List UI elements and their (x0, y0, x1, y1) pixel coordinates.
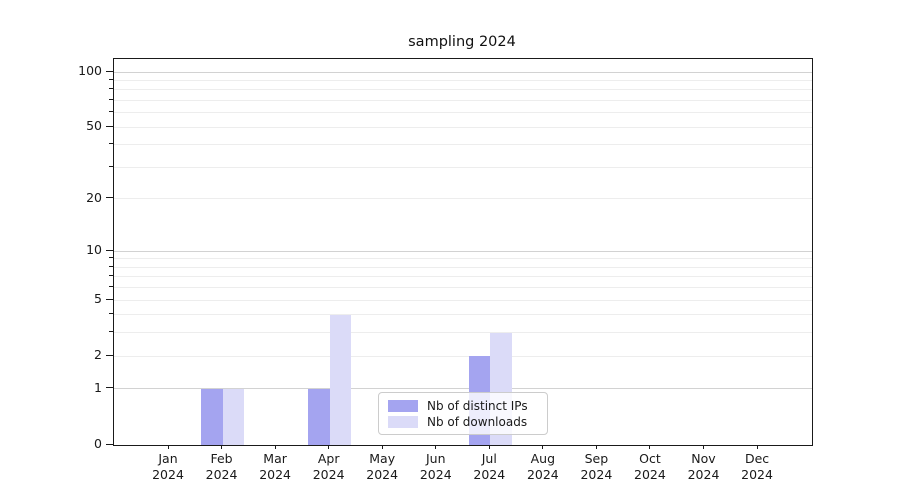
x-tick-mark-may (381, 445, 383, 449)
x-tick-label-mar: Mar 2024 (259, 451, 291, 482)
y-minor-tick-mark-40 (109, 143, 113, 145)
legend-item-distinct-ips: Nb of distinct IPs (388, 398, 538, 413)
y-tick-mark-5 (106, 298, 113, 300)
y-minor-tick-mark-9 (109, 257, 113, 259)
x-tick-label-jul: Jul 2024 (473, 451, 506, 482)
y-minor-tick-mark-90 (109, 78, 113, 80)
y-tick-label-50: 50 (86, 118, 102, 134)
y-tick-mark-100 (106, 70, 113, 72)
bar-distinct-ips-apr (308, 388, 330, 445)
x-tick-mark-feb (221, 445, 223, 449)
minor-gridline-5 (114, 299, 812, 301)
x-tick-mark-jan (167, 445, 169, 449)
x-tick-label-feb: Feb 2024 (205, 451, 238, 482)
y-tick-label-1: 1 (94, 379, 102, 395)
minor-gridline-4 (114, 314, 812, 316)
minor-gridline-90 (114, 79, 812, 81)
x-tick-mark-jun (435, 445, 437, 449)
y-minor-tick-mark-4 (109, 313, 113, 315)
y-tick-label-0: 0 (94, 436, 102, 451)
minor-gridline-70 (114, 99, 812, 101)
y-tick-mark-50 (106, 125, 113, 127)
minor-gridline-80 (114, 89, 812, 91)
minor-gridline-7 (114, 276, 812, 278)
plot-area: Nb of distinct IPs Nb of downloads (113, 58, 813, 446)
bar-downloads-apr (329, 314, 352, 445)
minor-gridline-40 (114, 144, 812, 146)
legend-item-downloads: Nb of downloads (388, 414, 538, 429)
x-tick-label-oct: Oct 2024 (634, 451, 666, 482)
legend-swatch-distinct-ips (388, 399, 418, 412)
y-tick-label-10: 10 (86, 242, 102, 258)
chart-title: sampling 2024 (408, 34, 516, 50)
x-tick-mark-apr (328, 445, 330, 449)
y-minor-tick-mark-8 (109, 265, 113, 267)
minor-gridline-60 (114, 112, 812, 114)
y-minor-tick-mark-30 (109, 165, 113, 167)
minor-gridline-50 (114, 126, 812, 128)
minor-gridline-20 (114, 198, 812, 200)
x-tick-label-may: May 2024 (366, 451, 399, 482)
y-minor-tick-mark-3 (109, 331, 113, 333)
x-tick-label-sep: Sep 2024 (580, 451, 613, 482)
major-gridline-1 (114, 388, 812, 390)
y-tick-mark-10 (106, 249, 113, 251)
y-tick-label-20: 20 (86, 189, 102, 205)
y-tick-mark-20 (106, 197, 113, 199)
y-tick-mark-2 (106, 354, 113, 356)
y-tick-label-2: 2 (94, 347, 102, 363)
y-tick-label-100: 100 (78, 63, 102, 78)
bar-downloads-feb (222, 388, 244, 445)
y-minor-tick-mark-7 (109, 275, 113, 277)
y-minor-tick-mark-6 (109, 286, 113, 288)
legend: Nb of distinct IPs Nb of downloads (378, 392, 548, 435)
major-gridline-100 (114, 71, 812, 73)
x-tick-mark-dec (756, 445, 758, 449)
bar-distinct-ips-feb (201, 388, 223, 445)
y-minor-tick-mark-80 (109, 88, 113, 90)
minor-gridline-8 (114, 266, 812, 268)
y-tick-label-5: 5 (94, 291, 102, 307)
x-tick-label-aug: Aug 2024 (526, 451, 559, 482)
x-tick-mark-mar (274, 445, 276, 449)
legend-swatch-downloads (388, 415, 418, 428)
x-tick-label-jun: Jun 2024 (419, 451, 452, 482)
x-tick-mark-nov (703, 445, 704, 449)
y-minor-tick-mark-60 (109, 111, 113, 113)
x-tick-label-jan: Jan 2024 (152, 451, 184, 482)
minor-gridline-9 (114, 258, 812, 260)
minor-gridline-30 (114, 166, 812, 168)
y-minor-tick-mark-70 (109, 98, 113, 100)
major-gridline-10 (114, 250, 812, 252)
x-tick-mark-sep (595, 445, 597, 449)
legend-label-downloads: Nb of downloads (427, 414, 528, 429)
minor-gridline-3 (114, 332, 812, 334)
y-tick-mark-0 (106, 443, 113, 445)
minor-gridline-6 (114, 287, 812, 289)
x-tick-label-apr: Apr 2024 (312, 451, 345, 482)
x-tick-mark-jul (488, 445, 490, 449)
x-tick-mark-oct (649, 445, 651, 449)
legend-label-distinct-ips: Nb of distinct IPs (427, 398, 528, 413)
x-tick-label-dec: Dec 2024 (741, 451, 773, 482)
x-tick-mark-aug (542, 445, 544, 449)
y-tick-mark-1 (106, 387, 113, 389)
minor-gridline-2 (114, 355, 812, 357)
x-tick-label-nov: Nov 2024 (687, 451, 720, 482)
